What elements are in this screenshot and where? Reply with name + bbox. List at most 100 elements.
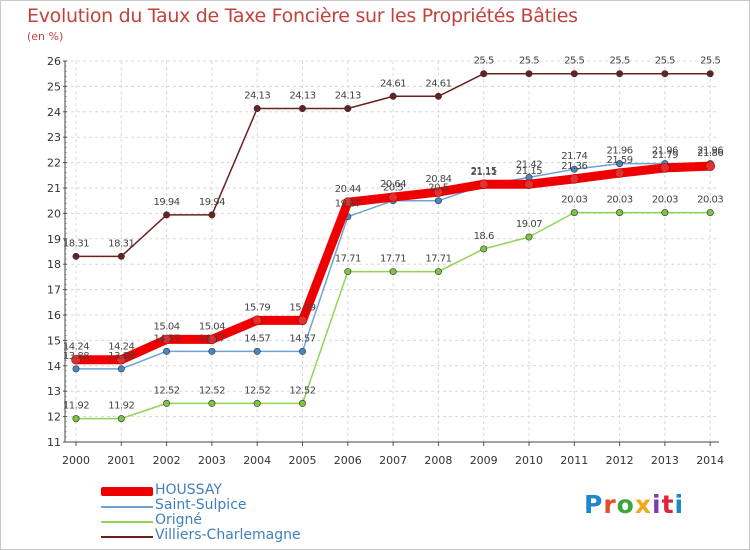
data-label-villiers-charlemagne: 25.5	[519, 56, 539, 67]
plot-area	[65, 61, 719, 442]
data-label-orign-: 17.71	[380, 254, 406, 265]
data-label-villiers-charlemagne: 25.5	[700, 56, 720, 67]
data-label-villiers-charlemagne: 24.13	[244, 90, 270, 101]
data-point-orign-	[616, 209, 624, 217]
data-label-orign-: 12.52	[289, 385, 315, 396]
data-label-saint-sulpice: 21.42	[516, 159, 542, 170]
legend-swatch-villiers-charlemagne	[101, 536, 153, 538]
logo-letter: i	[652, 490, 662, 519]
logo-letter: t	[661, 490, 675, 519]
x-tick-label: 2007	[379, 454, 407, 467]
data-label-saint-sulpice: 20.5	[383, 183, 403, 194]
data-point-saint-sulpice	[72, 365, 80, 373]
x-tick-label: 2004	[243, 454, 271, 467]
y-tick-label: 19	[47, 233, 61, 246]
data-point-villiers-charlemagne	[389, 92, 397, 100]
data-point-orign-	[163, 399, 171, 407]
data-point-orign-	[208, 399, 216, 407]
data-label-orign-: 17.71	[425, 254, 451, 265]
data-point-villiers-charlemagne	[253, 104, 261, 112]
y-tick-label: 21	[47, 182, 61, 195]
data-point-saint-sulpice	[298, 347, 306, 355]
data-label-houssay: 21.79	[652, 150, 678, 161]
data-label-houssay: 20.44	[335, 184, 361, 195]
data-label-houssay: 15.79	[289, 302, 315, 313]
data-label-saint-sulpice: 21.96	[652, 146, 678, 157]
data-label-saint-sulpice: 20.5	[428, 183, 448, 194]
data-label-orign-: 19.07	[516, 219, 542, 230]
data-label-orign-: 12.52	[244, 385, 270, 396]
data-label-saint-sulpice: 19.87	[335, 199, 361, 210]
data-point-villiers-charlemagne	[525, 70, 533, 78]
data-point-villiers-charlemagne	[163, 211, 171, 219]
x-tick-label: 2005	[289, 454, 317, 467]
data-point-villiers-charlemagne	[434, 92, 442, 100]
x-tick-label: 2001	[107, 454, 135, 467]
data-label-villiers-charlemagne: 24.13	[335, 90, 361, 101]
logo-letter: r	[603, 490, 617, 519]
x-tick-label: 2012	[606, 454, 634, 467]
data-label-villiers-charlemagne: 25.5	[655, 56, 675, 67]
y-tick-label: 18	[47, 258, 61, 271]
x-tick-label: 2014	[696, 454, 724, 467]
data-label-villiers-charlemagne: 19.94	[199, 197, 225, 208]
x-tick-label: 2010	[515, 454, 543, 467]
data-point-saint-sulpice	[434, 197, 442, 205]
data-label-orign-: 20.03	[652, 195, 678, 206]
data-point-villiers-charlemagne	[72, 252, 80, 260]
y-tick-label: 24	[47, 106, 61, 119]
data-label-saint-sulpice: 13.88	[108, 351, 134, 362]
data-point-orign-	[434, 268, 442, 276]
data-point-saint-sulpice	[208, 347, 216, 355]
data-label-saint-sulpice: 14.57	[244, 333, 270, 344]
data-label-saint-sulpice: 13.88	[63, 351, 89, 362]
x-tick-label: 2006	[334, 454, 362, 467]
data-point-villiers-charlemagne	[208, 211, 216, 219]
data-point-saint-sulpice	[163, 347, 171, 355]
data-point-houssay	[433, 187, 444, 197]
data-point-saint-sulpice	[117, 365, 125, 373]
x-tick-label: 2009	[470, 454, 498, 467]
data-point-saint-sulpice	[253, 347, 261, 355]
data-point-orign-	[117, 415, 125, 423]
data-point-houssay	[705, 161, 716, 171]
data-label-saint-sulpice: 21.74	[561, 151, 587, 162]
data-point-orign-	[253, 399, 261, 407]
data-label-villiers-charlemagne: 18.31	[108, 238, 134, 249]
y-tick-label: 20	[47, 207, 61, 220]
data-point-orign-	[72, 415, 80, 423]
data-label-villiers-charlemagne: 24.13	[289, 90, 315, 101]
data-point-saint-sulpice	[616, 160, 624, 168]
legend-label-saint-sulpice: Saint-Sulpice	[155, 497, 247, 513]
data-label-villiers-charlemagne: 25.5	[474, 56, 494, 67]
data-point-orign-	[570, 209, 578, 217]
data-point-houssay	[207, 334, 217, 345]
data-label-orign-: 11.92	[63, 401, 89, 412]
y-tick-label: 26	[47, 55, 61, 68]
data-label-houssay: 14.24	[63, 342, 89, 353]
data-point-houssay	[524, 179, 534, 189]
data-point-orign-	[298, 399, 306, 407]
data-label-villiers-charlemagne: 25.5	[609, 56, 629, 67]
data-label-houssay: 15.79	[244, 302, 270, 313]
data-label-houssay: 21.36	[561, 161, 587, 172]
data-label-houssay: 21.15	[471, 166, 497, 177]
data-point-houssay	[252, 315, 263, 326]
data-point-houssay	[116, 354, 127, 365]
data-point-houssay	[478, 179, 489, 189]
x-tick-label: 2013	[651, 454, 679, 467]
data-point-orign-	[706, 209, 714, 217]
data-label-orign-: 18.6	[474, 231, 494, 242]
data-point-houssay	[614, 168, 625, 178]
y-tick-label: 15	[47, 334, 61, 347]
data-point-orign-	[525, 233, 533, 241]
x-tick-label: 2011	[560, 454, 588, 467]
data-point-villiers-charlemagne	[298, 104, 306, 112]
data-label-orign-: 20.03	[607, 195, 633, 206]
data-point-orign-	[480, 245, 488, 253]
y-tick-label: 12	[47, 411, 61, 424]
logo-letter: x	[634, 490, 652, 519]
data-point-villiers-charlemagne	[661, 70, 669, 78]
data-label-orign-: 12.52	[199, 385, 225, 396]
